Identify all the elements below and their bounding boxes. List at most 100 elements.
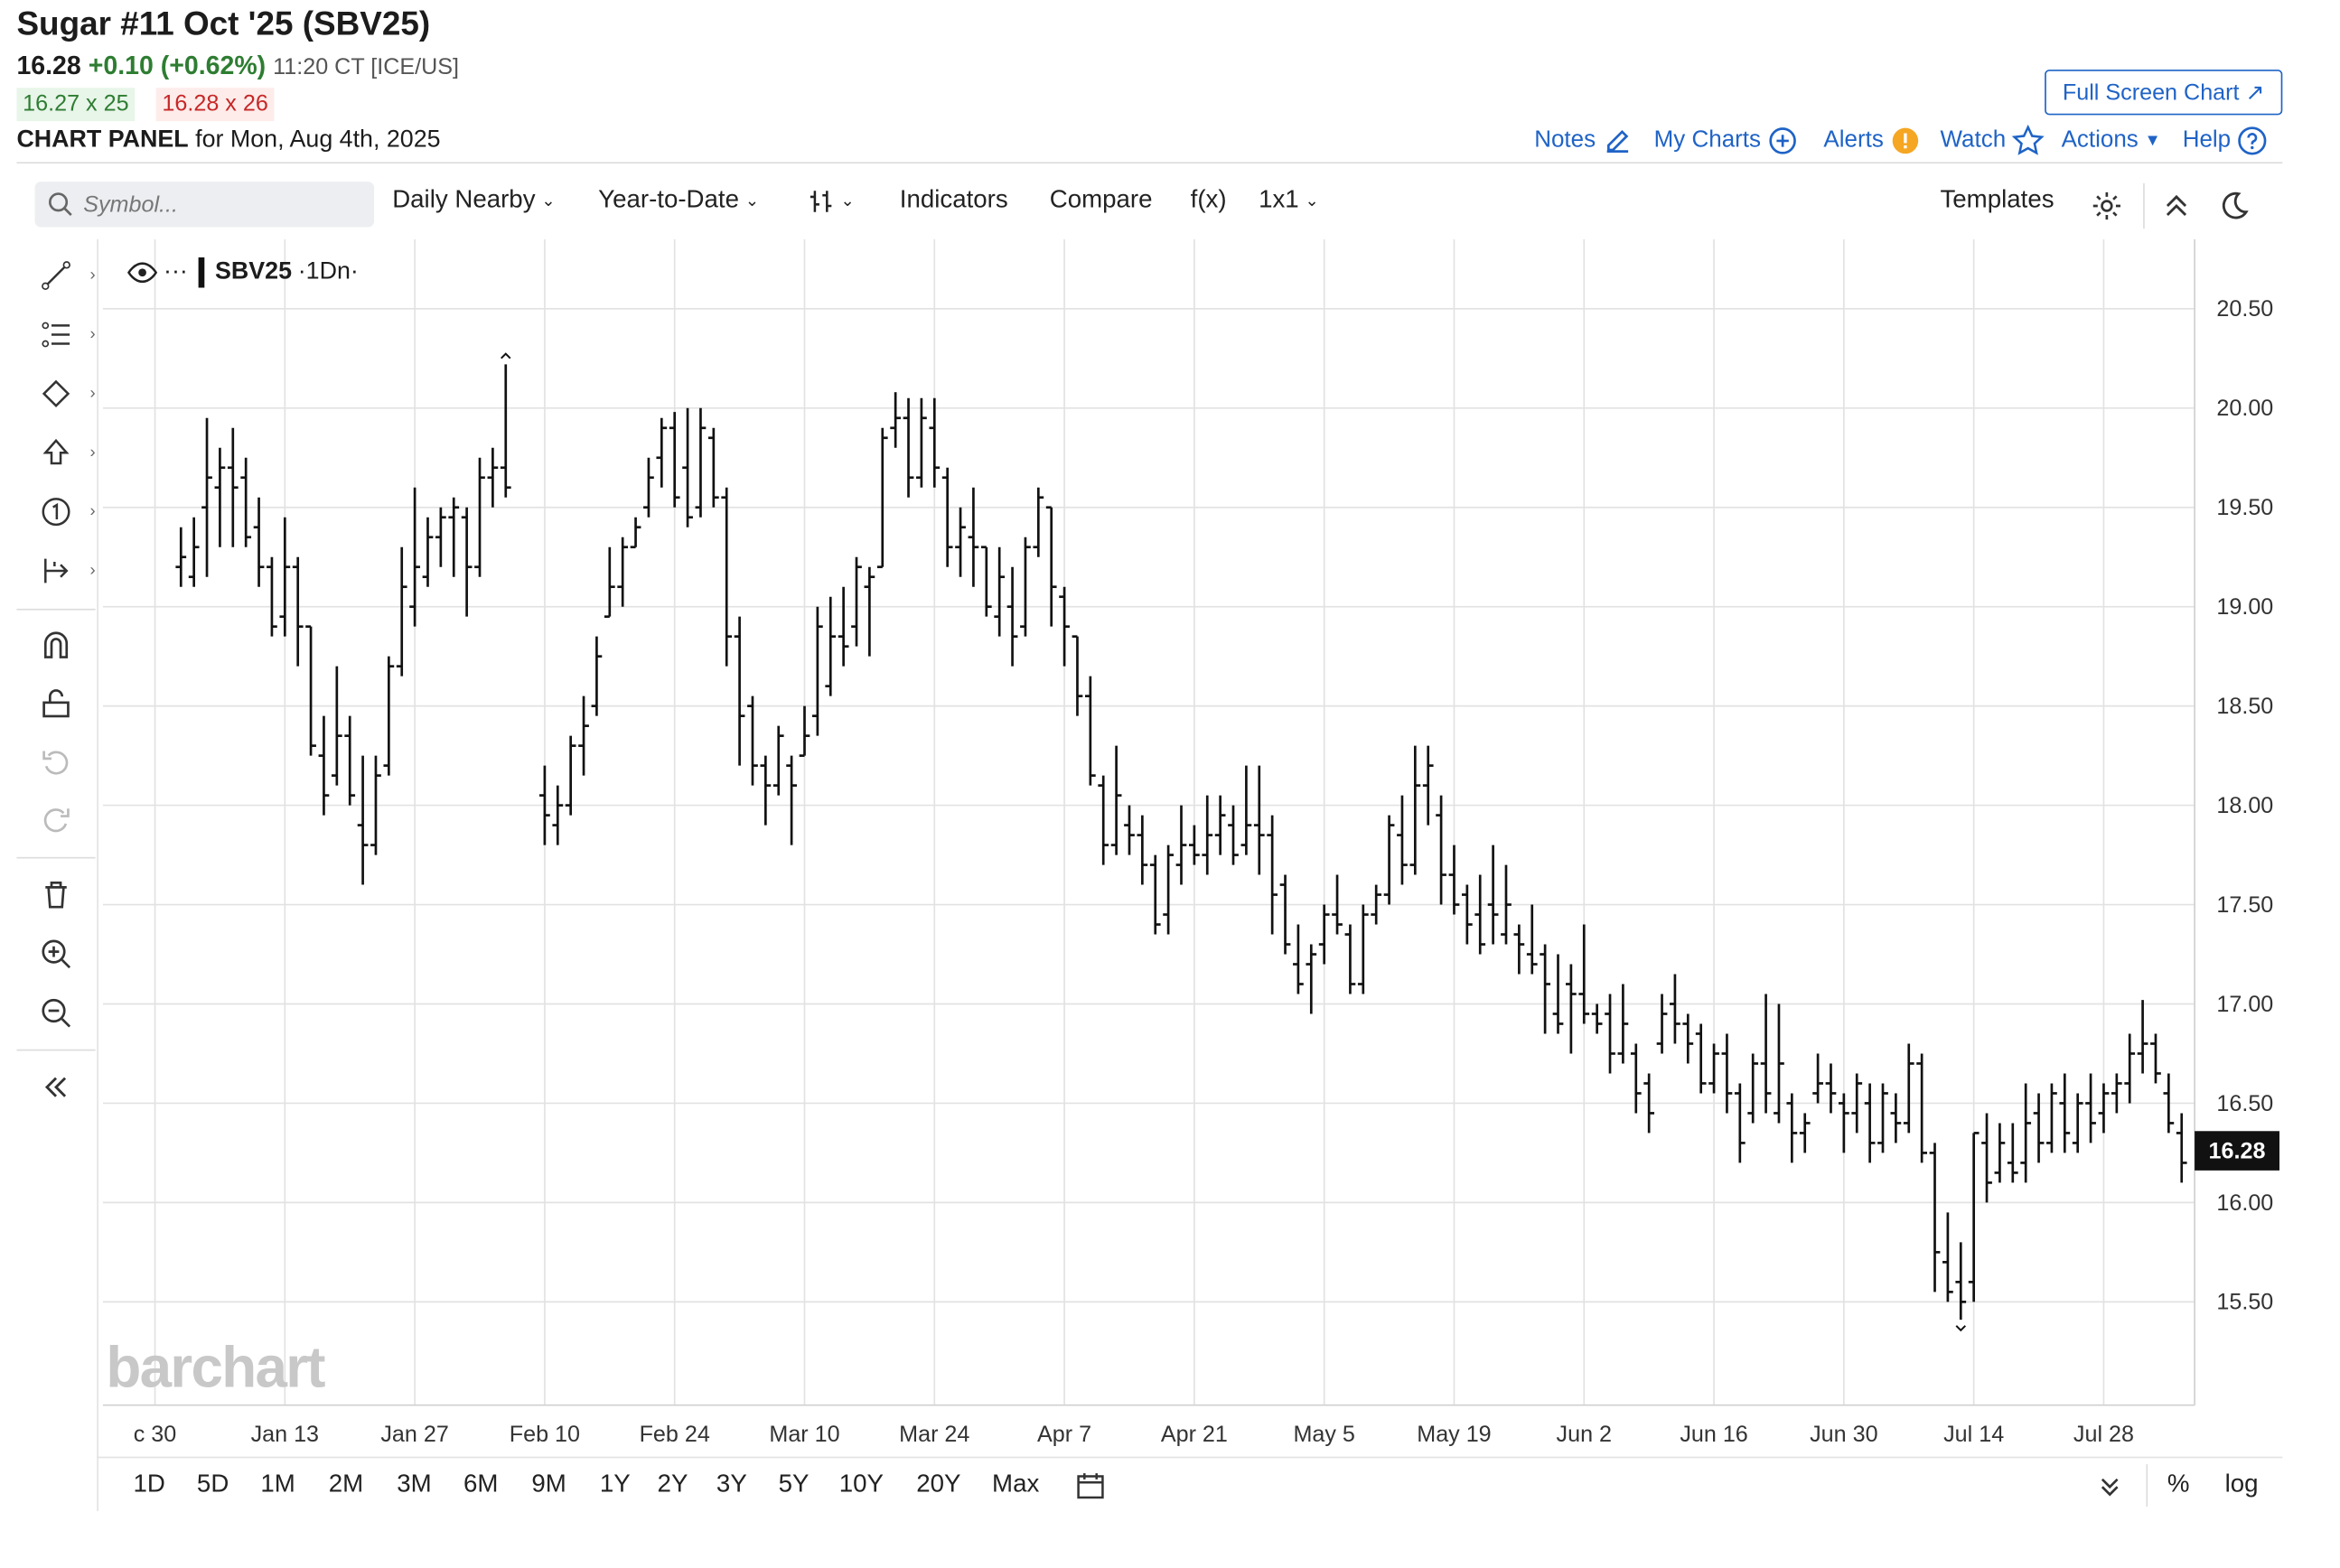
fib-tool[interactable]: › xyxy=(16,312,96,357)
ohlc-bar xyxy=(2046,1083,2057,1153)
range-button-10y[interactable]: 10Y xyxy=(838,1470,884,1498)
range-button-2m[interactable]: 2M xyxy=(328,1470,364,1498)
bar-type-dropdown[interactable]: ⌄ xyxy=(808,186,855,215)
range-button-5y[interactable]: 5Y xyxy=(778,1470,810,1498)
moon-icon[interactable] xyxy=(2217,190,2251,223)
legend-menu-dots[interactable]: ··· xyxy=(164,258,188,285)
alerts-link[interactable]: Alerts xyxy=(1823,124,1920,157)
ohlc-bar xyxy=(357,755,369,885)
unlock-icon xyxy=(42,689,70,718)
range-button-1d[interactable]: 1D xyxy=(133,1470,165,1498)
line-tool[interactable]: › xyxy=(16,253,96,298)
ohlc-bar xyxy=(825,596,837,696)
tools-divider xyxy=(16,1049,96,1051)
measure-tool[interactable]: › xyxy=(16,548,96,593)
ohlc-bar xyxy=(1799,1113,1811,1153)
y-tick-label: 20.00 xyxy=(2216,396,2273,421)
full-screen-label: Full Screen Chart ↗ xyxy=(2062,79,2265,107)
ohlc-bar xyxy=(305,625,316,756)
collapse-sidebar-button[interactable] xyxy=(16,1065,95,1110)
x-tick-label: Jun 2 xyxy=(1557,1422,1612,1447)
period-dropdown[interactable]: Year-to-Date ⌄ xyxy=(598,186,759,215)
range-button-6m[interactable]: 6M xyxy=(463,1470,499,1498)
drawing-tools-sidebar: › › › › › › xyxy=(16,242,96,1151)
compare-button[interactable]: Compare xyxy=(1049,186,1153,214)
ohlc-bar xyxy=(1045,506,1057,627)
ohlc-bar xyxy=(1513,924,1525,975)
range-button-3m[interactable]: 3M xyxy=(397,1470,432,1498)
range-button-3y[interactable]: 3Y xyxy=(716,1470,747,1498)
shape-tool[interactable]: › xyxy=(16,371,96,416)
help-link[interactable]: Help xyxy=(2183,124,2268,157)
lock-tool[interactable] xyxy=(16,681,95,726)
range-button-20y[interactable]: 20Y xyxy=(916,1470,961,1498)
undo-button[interactable] xyxy=(16,739,95,784)
ohlc-bar xyxy=(851,556,862,647)
zoom-out-button[interactable] xyxy=(16,990,95,1035)
layout-dropdown[interactable]: 1x1 ⌄ xyxy=(1259,186,1319,215)
eye-icon[interactable] xyxy=(127,262,158,284)
delete-button[interactable] xyxy=(16,873,95,918)
undo-icon xyxy=(42,751,69,775)
ohlc-bar-icon xyxy=(810,190,832,212)
ohlc-bar xyxy=(1397,795,1408,885)
y-tick-label: 19.00 xyxy=(2216,594,2273,620)
ohlc-bar xyxy=(1137,815,1148,885)
zoom-in-button[interactable] xyxy=(16,931,95,976)
arrow-tool[interactable]: › xyxy=(16,430,96,475)
ohlc-bar xyxy=(1253,765,1265,875)
magnet-tool[interactable] xyxy=(16,622,95,667)
ohlc-bar xyxy=(1436,795,1446,905)
ohlc-bar xyxy=(578,695,589,776)
annotation-tool[interactable]: › xyxy=(16,489,96,534)
ohlc-bar xyxy=(643,457,654,518)
full-screen-chart-button[interactable]: Full Screen Chart ↗ xyxy=(2045,70,2283,116)
y-tick-label: 18.50 xyxy=(2216,694,2273,719)
calendar-icon[interactable] xyxy=(1075,1470,1106,1501)
layout-label: 1x1 xyxy=(1259,186,1299,214)
ohlc-bar xyxy=(1916,1053,1928,1163)
templates-button[interactable]: Templates xyxy=(1940,186,2055,214)
range-button-2y[interactable]: 2Y xyxy=(657,1470,688,1498)
range-button-1y[interactable]: 1Y xyxy=(599,1470,631,1498)
range-button-1m[interactable]: 1M xyxy=(260,1470,295,1498)
ohlc-bar xyxy=(1448,845,1460,915)
actions-menu[interactable]: Actions ▼ xyxy=(2062,124,2161,157)
collapse-up-icon[interactable] xyxy=(2160,190,2194,223)
ohlc-bar xyxy=(565,735,576,816)
ohlc-bar xyxy=(461,507,473,617)
symbol-search-input[interactable]: Symbol... xyxy=(34,182,375,228)
ohlc-bar xyxy=(760,755,772,826)
ohlc-bar xyxy=(1708,1043,1719,1094)
notes-label: Notes xyxy=(1534,126,1596,154)
double-chevron-down-icon[interactable] xyxy=(2096,1473,2123,1500)
alert-icon xyxy=(1892,127,1918,154)
ohlc-bar xyxy=(500,364,511,498)
daily-nearby-dropdown[interactable]: Daily Nearby ⌄ xyxy=(392,186,556,215)
ohlc-bar xyxy=(1903,1043,1914,1134)
redo-button[interactable] xyxy=(16,797,95,842)
ohlc-bar xyxy=(707,427,719,508)
notes-link[interactable]: Notes xyxy=(1534,124,1632,157)
fx-button[interactable]: f(x) xyxy=(1190,186,1227,214)
range-button-max[interactable]: Max xyxy=(992,1470,1040,1498)
my-charts-link[interactable]: My Charts xyxy=(1654,124,1798,157)
y-tick-label: 18.00 xyxy=(2216,793,2273,818)
price-chart[interactable]: 20.50 20.00 19.50 19.00 18.50 18.00 17.50 17.00… xyxy=(98,238,2282,1455)
period-label: Year-to-Date xyxy=(598,186,740,214)
chevron-right-icon: › xyxy=(89,502,96,521)
daily-nearby-label: Daily Nearby xyxy=(392,186,536,214)
ohlc-bar xyxy=(1072,635,1083,716)
ohlc-bar xyxy=(1812,1053,1823,1104)
log-toggle[interactable]: log xyxy=(2224,1470,2259,1498)
percent-toggle[interactable]: % xyxy=(2167,1470,2190,1498)
indicators-button[interactable]: Indicators xyxy=(899,186,1008,214)
ohlc-bar xyxy=(2137,1000,2148,1074)
ohlc-bar xyxy=(1202,795,1213,875)
range-button-5d[interactable]: 5D xyxy=(196,1470,229,1498)
low-marker xyxy=(1955,1325,1967,1332)
watch-link[interactable]: Watch xyxy=(1940,124,2045,157)
gear-icon[interactable] xyxy=(2090,190,2123,223)
range-button-9m[interactable]: 9M xyxy=(531,1470,566,1498)
ohlc-bar xyxy=(1318,904,1330,965)
